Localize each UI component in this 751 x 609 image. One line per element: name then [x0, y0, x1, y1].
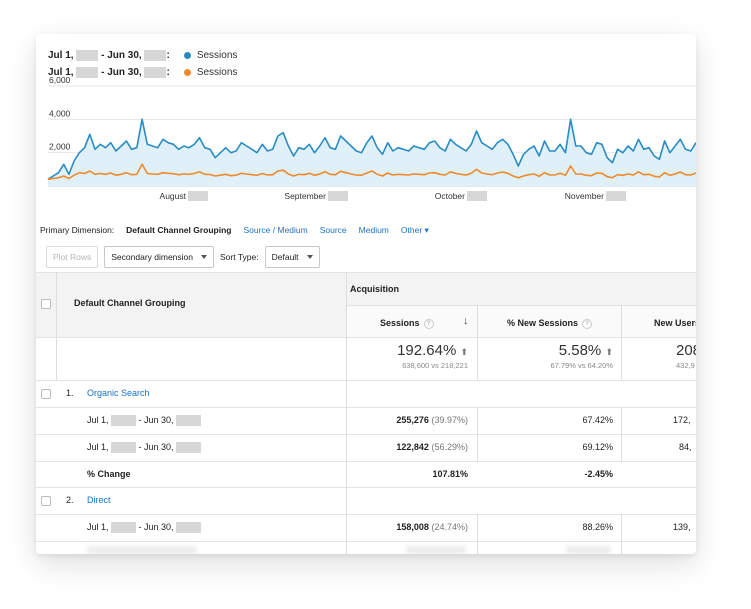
primary-dimension-label: Primary Dimension: — [40, 225, 115, 235]
date-range-current: Jul 1, - Jun 30, — [87, 522, 202, 534]
sessions-change-value: 107.81% — [432, 469, 468, 479]
row-number: 1. — [66, 388, 74, 398]
redacted-year — [144, 66, 167, 78]
total-sessions-compare: 638,600 vs 218,221 — [402, 361, 468, 370]
redacted-year — [176, 442, 202, 454]
legend-series-name: Sessions — [196, 67, 238, 78]
series-line-current — [47, 118, 696, 180]
total-sessions-change: 192.64% ⬆ — [397, 342, 468, 359]
new-users-value: 84, — [679, 442, 692, 452]
legend-row-previous: Jul 1, - Jun 30, : Sessions — [48, 64, 237, 81]
dimension-default-channel-grouping[interactable]: Default Channel Grouping — [126, 225, 232, 235]
next-row-cut-off — [36, 544, 696, 554]
redacted-year — [76, 49, 99, 61]
chevron-down-icon — [306, 255, 313, 259]
acquisition-group-header: Acquisition — [350, 284, 399, 294]
total-new-users-change: 208 — [676, 342, 696, 359]
dimension-source-medium[interactable]: Source / Medium — [243, 225, 308, 235]
new-users-value: 172, — [673, 415, 691, 425]
dimension-column-header[interactable]: Default Channel Grouping — [74, 298, 186, 308]
percent-change-label: % Change — [87, 469, 131, 479]
redacted-year — [144, 49, 167, 61]
sessions-value: 122,842 (56.29%) — [396, 442, 468, 452]
total-new-users-compare: 432,9 — [676, 361, 695, 370]
dimension-medium[interactable]: Medium — [358, 225, 389, 235]
dimension-other-dropdown[interactable]: Other ▾ — [400, 225, 429, 235]
redacted-year — [606, 191, 626, 201]
sort-type-label: Sort Type: — [220, 252, 259, 262]
legend-date-label: Jul 1, - Jun 30, : — [48, 49, 170, 62]
redacted-year — [111, 415, 137, 427]
x-tick-label: September — [284, 191, 326, 201]
help-icon[interactable]: ? — [423, 318, 434, 329]
x-tick-label: October — [435, 191, 465, 201]
select-all-checkbox[interactable] — [41, 299, 51, 309]
date-range-previous: Jul 1, - Jun 30, — [87, 442, 202, 454]
total-new-sessions-compare: 67.79% vs 64.20% — [550, 361, 613, 370]
y-tick-label: 6,000 — [49, 75, 71, 85]
analytics-report-card: Jul 1, - Jun 30, : Sessions Jul 1, - Jun… — [36, 34, 696, 554]
sessions-value: 255,276 (39.97%) — [396, 415, 468, 425]
row-checkbox[interactable] — [41, 389, 51, 399]
redacted-year — [176, 522, 202, 534]
chevron-down-icon — [201, 255, 208, 259]
dimension-source[interactable]: Source — [319, 225, 347, 235]
secondary-dimension-dropdown[interactable]: Secondary dimension — [104, 246, 215, 268]
redacted-year — [111, 442, 137, 454]
redacted-year — [111, 522, 137, 534]
sessions-value: 158,008 (24.74%) — [396, 522, 468, 532]
sort-type-dropdown[interactable]: Default — [264, 246, 320, 268]
redacted-year — [188, 191, 208, 201]
legend-dot-blue — [183, 52, 191, 59]
up-arrow-icon: ⬆ — [460, 347, 468, 357]
sessions-column-header[interactable]: Sessions? — [380, 318, 434, 329]
help-icon[interactable]: ? — [582, 318, 593, 329]
new-sessions-value: 69.12% — [582, 442, 613, 452]
y-tick-label: 4,000 — [49, 108, 71, 118]
channel-organic-search-link[interactable]: Organic Search — [87, 388, 150, 398]
sort-descending-icon[interactable]: ↓ — [463, 315, 469, 327]
legend-row-current: Jul 1, - Jun 30, : Sessions — [48, 47, 237, 64]
x-tick-label: August — [160, 191, 187, 201]
sessions-line-chart[interactable]: 6,000 4,000 2,000 August September October Nov… — [36, 34, 696, 219]
column-header-row — [346, 305, 696, 337]
new-users-column-header[interactable]: New Users — [654, 318, 696, 328]
row-number: 2. — [66, 495, 74, 505]
primary-dimension-bar: Primary Dimension: Default Channel Group… — [40, 225, 429, 236]
new-sessions-value: 88.26% — [582, 522, 613, 532]
redacted-year — [328, 191, 348, 201]
redacted-year — [176, 415, 202, 427]
new-users-value: 139, — [673, 522, 691, 532]
redacted-year — [467, 191, 487, 201]
up-arrow-icon: ⬆ — [605, 347, 613, 357]
series-area-fill — [48, 119, 696, 186]
chart-legend: Jul 1, - Jun 30, : Sessions Jul 1, - Jun… — [48, 47, 237, 81]
new-sessions-value: 67.42% — [582, 415, 613, 425]
table-toolbar: Plot Rows Secondary dimension Sort Type:… — [46, 246, 320, 268]
plot-rows-button[interactable]: Plot Rows — [46, 246, 99, 268]
legend-date-label: Jul 1, - Jun 30, : — [48, 66, 170, 79]
total-new-sessions-change: 5.58% ⬆ — [558, 342, 613, 359]
new-sessions-change-value: -2.45% — [584, 469, 613, 479]
row-checkbox[interactable] — [41, 496, 51, 506]
new-sessions-column-header[interactable]: % New Sessions? — [507, 318, 593, 329]
y-tick-label: 2,000 — [49, 142, 71, 152]
date-range-current: Jul 1, - Jun 30, — [87, 415, 202, 427]
channel-direct-link[interactable]: Direct — [87, 495, 111, 505]
legend-dot-orange — [183, 69, 191, 76]
redacted-year — [76, 66, 99, 78]
legend-series-name: Sessions — [196, 50, 238, 61]
x-tick-label: November — [565, 191, 604, 201]
series-line-previous — [47, 163, 696, 181]
